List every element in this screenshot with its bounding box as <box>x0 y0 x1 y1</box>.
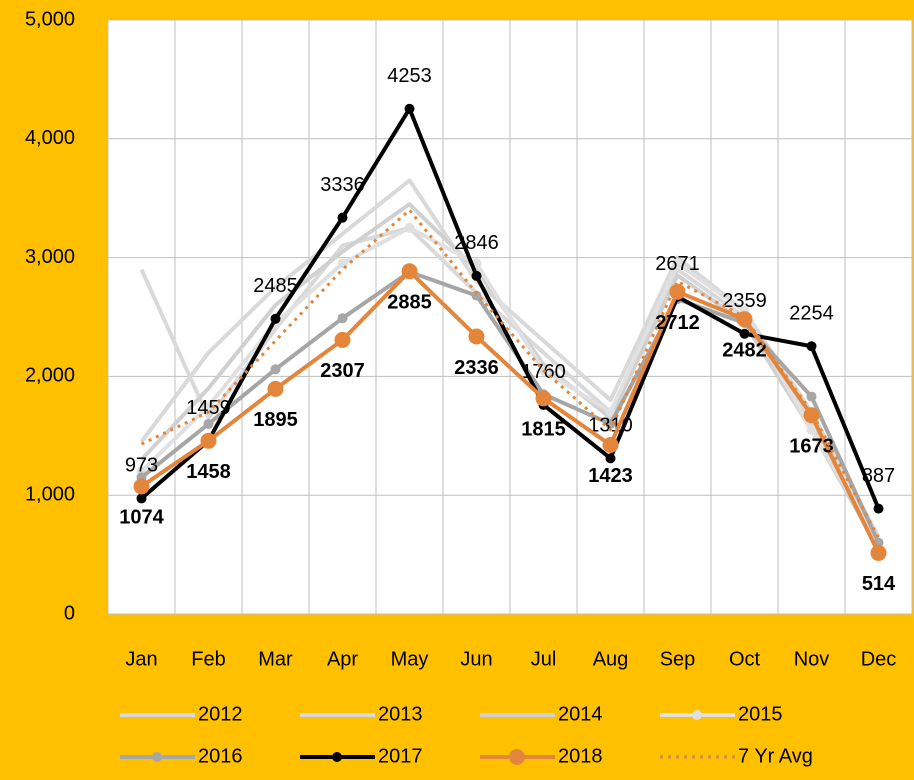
x-tick-label: Sep <box>660 648 696 670</box>
data-label: 2712 <box>655 312 700 334</box>
point <box>203 418 214 429</box>
legend-label: 2014 <box>558 703 603 725</box>
y-tick-label: 1,000 <box>25 483 75 505</box>
legend-label: 2013 <box>378 703 423 725</box>
legend-marker <box>332 752 342 762</box>
data-label: 2885 <box>387 292 432 314</box>
x-tick-label: Aug <box>593 648 629 670</box>
x-tick-label: May <box>391 648 429 670</box>
data-label: 887 <box>862 465 895 487</box>
legend-marker <box>692 710 702 720</box>
point <box>337 313 348 324</box>
point <box>404 103 415 114</box>
point <box>133 478 150 495</box>
point <box>334 331 351 348</box>
point <box>806 341 817 352</box>
point <box>200 432 217 449</box>
x-tick-label: Apr <box>327 648 358 670</box>
legend-marker <box>509 749 525 765</box>
data-label: 1673 <box>789 436 834 458</box>
legend-label: 2018 <box>558 745 603 767</box>
data-label: 1458 <box>186 461 231 483</box>
legend-label: 7 Yr Avg <box>738 745 813 767</box>
x-tick-label: Mar <box>258 648 293 670</box>
data-label: 2846 <box>454 232 499 254</box>
legend-marker <box>152 752 162 762</box>
point <box>739 328 750 339</box>
x-tick-label: Nov <box>794 648 830 670</box>
point <box>471 270 482 281</box>
point <box>672 258 683 269</box>
point <box>471 290 482 301</box>
point <box>401 263 418 280</box>
point <box>602 436 619 453</box>
data-label: 2482 <box>722 339 767 361</box>
y-tick-label: 2,000 <box>25 365 75 387</box>
series-line <box>140 269 881 554</box>
x-tick-label: Dec <box>861 648 897 670</box>
x-tick-label: Jun <box>460 648 492 670</box>
y-tick-label: 5,000 <box>25 8 75 30</box>
point <box>605 407 616 418</box>
point <box>535 390 552 407</box>
point <box>870 544 887 561</box>
point <box>803 407 820 424</box>
data-label: 1815 <box>521 419 566 441</box>
data-label: 2359 <box>722 290 767 312</box>
data-label: 973 <box>125 455 158 477</box>
point <box>337 212 348 223</box>
point <box>136 493 147 504</box>
point <box>267 380 284 397</box>
y-tick-label: 3,000 <box>25 246 75 268</box>
point <box>605 453 616 464</box>
point <box>203 401 214 412</box>
legend-label: 2017 <box>378 745 423 767</box>
point <box>404 222 415 233</box>
point <box>669 283 686 300</box>
data-label: 1423 <box>588 465 633 487</box>
data-label: 1074 <box>119 507 164 529</box>
data-label: 2485 <box>253 275 298 297</box>
point <box>468 328 485 345</box>
y-tick-label: 0 <box>64 602 75 624</box>
x-tick-label: Jan <box>125 648 157 670</box>
data-label: 4253 <box>387 65 432 87</box>
data-label: 2254 <box>789 303 834 325</box>
point <box>873 503 884 514</box>
x-tick-label: Jul <box>531 648 557 670</box>
data-label: 1895 <box>253 409 298 431</box>
data-label: 514 <box>862 573 896 595</box>
x-tick-label: Oct <box>729 648 761 670</box>
point <box>270 313 281 324</box>
data-label: 2336 <box>454 357 499 379</box>
data-label: 1459 <box>186 397 231 419</box>
legend-label: 2016 <box>198 745 243 767</box>
point <box>270 364 281 375</box>
legend-label: 2012 <box>198 703 243 725</box>
legend-label: 2015 <box>738 703 783 725</box>
point <box>806 424 817 435</box>
y-tick-label: 4,000 <box>25 127 75 149</box>
data-label: 2671 <box>655 253 700 275</box>
x-tick-label: Feb <box>191 648 225 670</box>
point <box>806 391 817 402</box>
data-label: 2307 <box>320 360 365 382</box>
data-label: 3336 <box>320 174 365 196</box>
